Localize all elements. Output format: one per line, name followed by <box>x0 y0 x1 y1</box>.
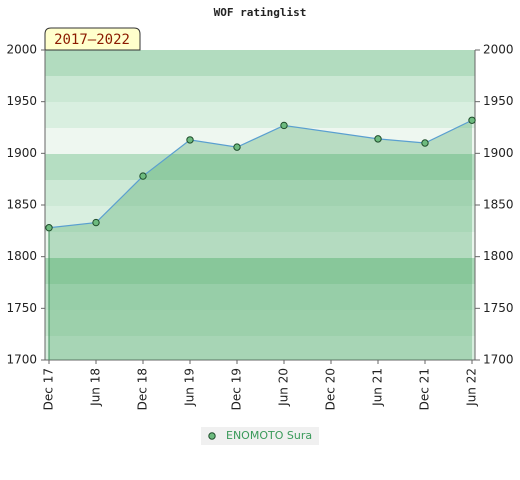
point <box>186 136 194 144</box>
legend-marker <box>208 432 216 440</box>
x-tick-label: Jun 20 <box>277 368 291 407</box>
y-tick-label: 1850 <box>6 198 37 212</box>
x-tick-label: Dec 20 <box>324 368 338 410</box>
x-tick-label: Dec 19 <box>230 368 244 410</box>
y2-tick-label: 2000 <box>483 43 514 57</box>
legend-box <box>201 427 319 445</box>
point <box>92 218 100 227</box>
point <box>45 224 53 232</box>
point <box>233 143 241 151</box>
y-tick-label: 1900 <box>6 146 37 160</box>
point <box>374 135 382 143</box>
y-tick-label: 1750 <box>6 301 37 315</box>
y2-tick-label: 1900 <box>483 146 514 160</box>
point <box>468 116 476 124</box>
y-tick-label: 1700 <box>6 353 37 367</box>
x-tick-label: Jun 19 <box>183 368 197 407</box>
x-tick-label: Jun 18 <box>89 368 103 407</box>
area <box>49 120 472 361</box>
chart-title: WOF ratinglist <box>214 6 307 19</box>
legend-label: ENOMOTO Sura <box>226 429 312 442</box>
y2-tick-label: 1800 <box>483 249 514 263</box>
y-tick-label: 2000 <box>6 43 37 57</box>
x-tick-label: Dec 17 <box>42 368 56 410</box>
x-tick-label: Dec 21 <box>418 368 432 410</box>
point <box>139 172 147 180</box>
y2-tick-label: 1750 <box>483 301 514 315</box>
y2-tick-label: 1700 <box>483 353 514 367</box>
y-tick-label: 1950 <box>6 94 37 108</box>
y-tick-label: 1800 <box>6 249 37 263</box>
plot-background <box>45 50 475 360</box>
x-tick-label: Jun 21 <box>371 368 385 407</box>
point <box>280 121 288 130</box>
x-tick-label: Dec 18 <box>136 368 150 410</box>
annotation: 2017–2022 <box>54 32 130 48</box>
x-tick-label: Jun 22 <box>465 368 479 407</box>
point <box>421 139 429 147</box>
y2-tick-label: 1850 <box>483 198 514 212</box>
y2-tick-label: 1950 <box>483 94 514 108</box>
annotation-box <box>44 27 141 51</box>
